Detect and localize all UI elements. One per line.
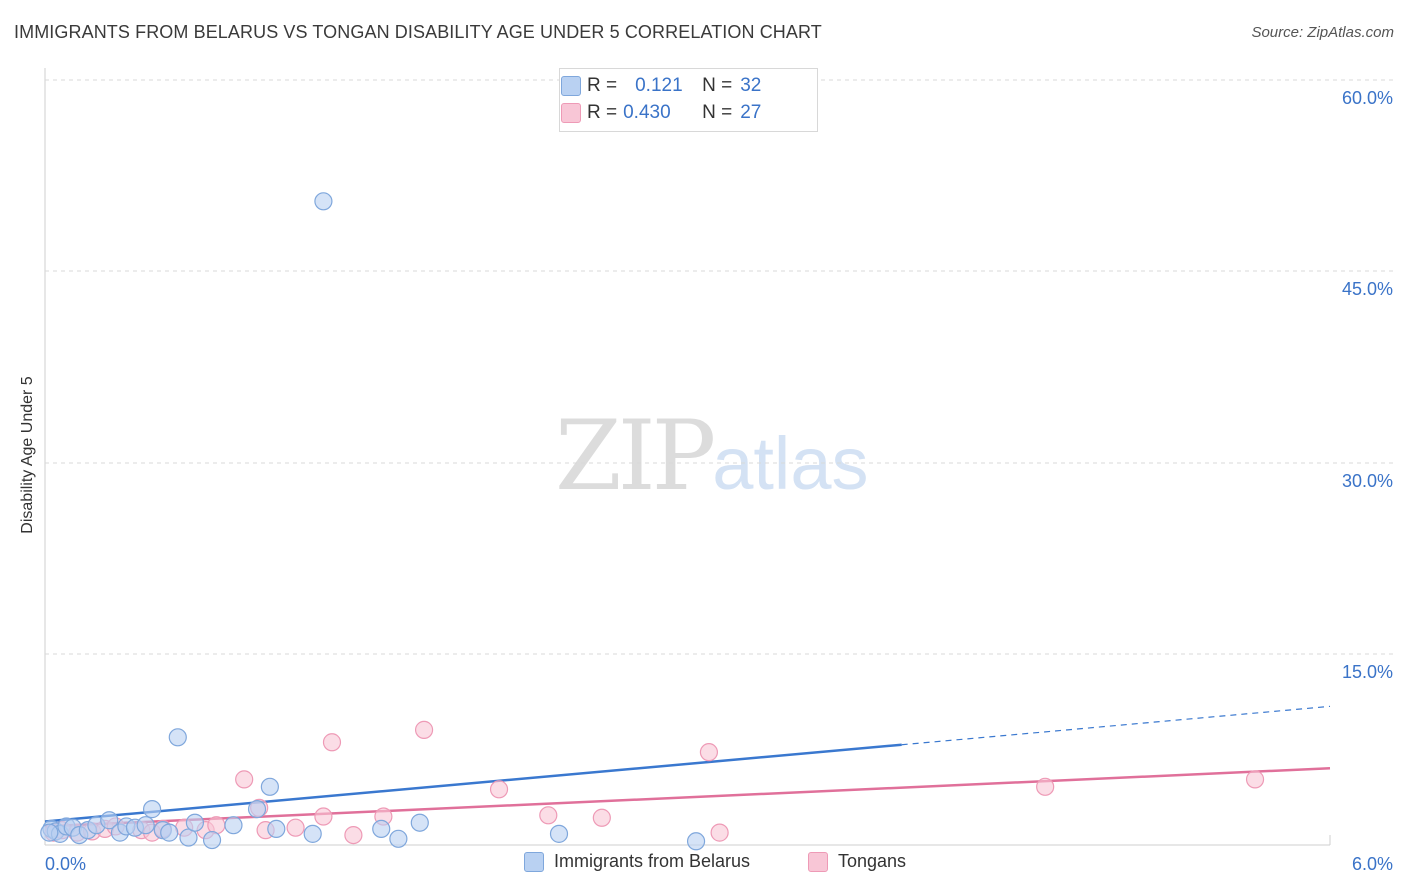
belarus-point: [142, 800, 162, 819]
tongans-swatch-icon: [561, 103, 581, 123]
y-tick-label: 45.0%: [1342, 279, 1393, 299]
legend-label-belarus: Immigrants from Belarus: [554, 851, 751, 871]
tongan-point: [539, 806, 558, 825]
source-label: Source: ZipAtlas.com: [1251, 24, 1394, 41]
belarus-point: [247, 800, 267, 819]
watermark: ZIPatlas: [555, 400, 869, 512]
belarus-point: [136, 816, 155, 835]
n-value: 27: [740, 102, 762, 123]
belarus-point: [40, 823, 59, 842]
tongan-point: [1245, 770, 1265, 789]
legend-label-tongans: Tongans: [838, 851, 907, 871]
belarus-trend-line: [44, 743, 902, 823]
tongan-point: [1036, 777, 1055, 796]
x-tick-label: 0.0%: [45, 854, 86, 874]
tongan-point: [489, 780, 509, 799]
tongan-point: [414, 720, 434, 739]
belarus-point: [224, 816, 243, 835]
belarus-swatch-icon: [524, 851, 544, 872]
belarus-point: [202, 830, 222, 850]
tongan-point: [710, 823, 729, 842]
belarus-swatch-icon: [561, 76, 581, 96]
tongan-point: [286, 818, 305, 837]
belarus-point: [168, 728, 187, 747]
n-value: 32: [740, 75, 762, 96]
tongan-point: [699, 743, 719, 762]
legend-item-belarus[interactable]: Immigrants from Belarus: [524, 851, 750, 872]
x-tick-label: 6.0%: [1352, 854, 1393, 874]
belarus-point: [267, 819, 286, 839]
belarus-point: [686, 832, 706, 851]
n-label: N =: [702, 75, 733, 96]
series-legend: Immigrants from Belarus Tongans: [0, 851, 1406, 877]
tongans-swatch-icon: [808, 851, 828, 872]
r-value: 0.430: [623, 102, 671, 123]
n-label: N =: [702, 102, 733, 123]
belarus-point: [260, 777, 279, 796]
belarus-trend-projection: [901, 705, 1331, 746]
belarus-point: [303, 824, 322, 843]
correlation-legend: R = 0.121 N = 32 R = 0.430 N = 27: [559, 68, 818, 132]
legend-row-belarus: R = 0.121 N = 32: [561, 75, 762, 97]
tongan-point: [314, 807, 333, 826]
r-label: R =: [587, 75, 618, 96]
y-tick-label: 30.0%: [1342, 471, 1393, 491]
belarus-point: [549, 824, 569, 843]
r-value: 0.121: [635, 75, 683, 96]
chart-title: IMMIGRANTS FROM BELARUS VS TONGAN DISABI…: [14, 22, 822, 42]
belarus-point: [100, 811, 119, 830]
tongan-point: [592, 808, 611, 827]
y-tick-label: 15.0%: [1342, 662, 1393, 682]
watermark-zip: ZIP: [555, 400, 716, 512]
tongan-point: [344, 825, 363, 845]
tongan-point: [235, 770, 254, 789]
y-tick-label: 60.0%: [1342, 88, 1393, 108]
belarus-point: [160, 823, 179, 842]
belarus-point: [185, 813, 205, 832]
belarus-point: [372, 819, 391, 839]
belarus-point: [314, 192, 333, 211]
legend-item-tongans[interactable]: Tongans: [808, 851, 906, 872]
belarus-point: [389, 829, 408, 848]
r-label: R =: [587, 102, 618, 123]
legend-row-tongans: R = 0.430 N = 27: [561, 102, 762, 124]
belarus-point: [410, 813, 429, 832]
tongan-point: [322, 733, 342, 752]
